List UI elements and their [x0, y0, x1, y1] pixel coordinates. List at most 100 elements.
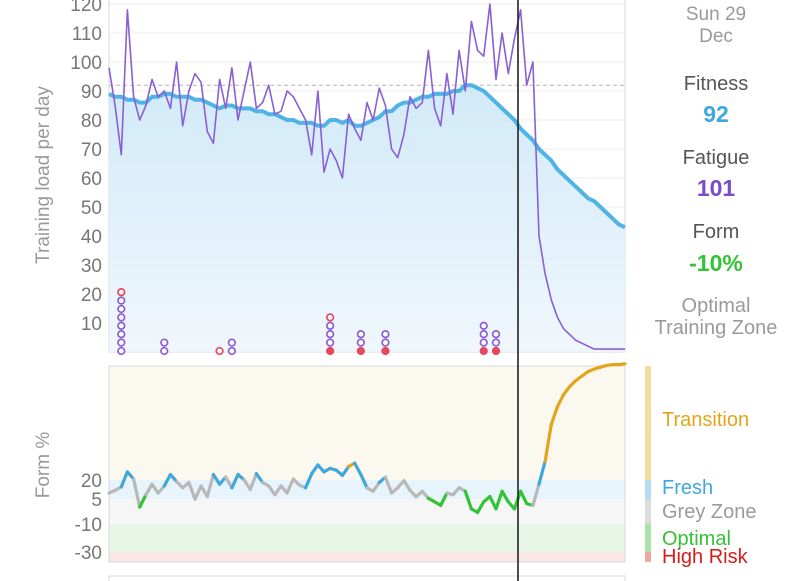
- workout-marker-7-2: [479, 330, 488, 339]
- workout-marker-7-0: [479, 346, 488, 356]
- form-segment-60: [476, 500, 486, 515]
- form-segment-6: [144, 482, 154, 497]
- form-segment-67: [518, 489, 529, 506]
- workout-marker-8-0: [491, 346, 501, 356]
- form-segment-38: [340, 465, 351, 477]
- workout-marker-4-4: [325, 313, 335, 322]
- workout-marker-4-2: [325, 330, 335, 339]
- form-segment-58: [463, 489, 473, 511]
- workout-marker-1-1: [160, 338, 169, 347]
- form-value: -10%: [689, 250, 743, 276]
- workout-marker-0-0: [117, 346, 126, 356]
- workout-marker-0-5: [117, 304, 126, 314]
- form-segment-40: [353, 461, 363, 477]
- top-tick-label-5: 60: [81, 169, 102, 190]
- bottom-tick-label-3: -30: [75, 543, 102, 564]
- workout-marker-5-2: [356, 330, 366, 339]
- training-zone-label: Optimal Training Zone: [640, 295, 792, 339]
- workout-marker-0-1: [117, 338, 126, 347]
- workout-marker-5-1: [356, 338, 366, 347]
- workout-marker-0-4: [117, 313, 126, 322]
- form-segment-54: [439, 491, 449, 507]
- form-segment-63: [494, 489, 504, 511]
- workout-marker-5-0: [356, 346, 366, 356]
- top-tick-label-2: 30: [81, 256, 102, 277]
- workout-marker-0-6: [117, 296, 126, 305]
- top-tick-label-8: 90: [81, 82, 102, 103]
- form-segment-33: [310, 463, 320, 476]
- workout-marker-1-0: [160, 346, 169, 356]
- form-segment-83: [617, 362, 627, 367]
- form-segment-32: [304, 472, 314, 490]
- form-segment-16: [205, 473, 215, 499]
- top-tick-label-10: 110: [72, 24, 102, 45]
- form-segment-26: [267, 484, 277, 497]
- workout-marker-8-2: [491, 330, 501, 339]
- workout-marker-0-2: [117, 330, 126, 339]
- zone-bar-transition: [645, 366, 651, 480]
- zone-high-risk-label: High Risk: [662, 546, 748, 568]
- date-label: Sun 29 Dec: [640, 4, 792, 48]
- form-segment-24: [254, 472, 265, 485]
- workout-marker-2-0: [215, 346, 224, 356]
- fatigue-label: Fatigue: [682, 147, 750, 169]
- top-tick-label-3: 40: [81, 227, 102, 248]
- zone-optimal-label: Optimal: [662, 528, 731, 550]
- workout-marker-6-1: [381, 338, 390, 347]
- form-segment-73: [555, 392, 566, 409]
- form-segment-62: [488, 495, 498, 511]
- form-segment-13: [187, 480, 197, 501]
- fitness-value: 92: [703, 101, 729, 127]
- top-tick-label-11: 120: [70, 0, 102, 16]
- form-segment-27: [273, 484, 283, 497]
- form-segment-4: [132, 477, 142, 509]
- form-segment-69: [531, 482, 541, 507]
- zone-transition-band: [109, 366, 625, 480]
- form-segment-45: [383, 475, 394, 495]
- workout-marker-4-3: [325, 321, 335, 330]
- date-day: Sun 29: [685, 4, 747, 25]
- date-month: Dec: [699, 26, 733, 47]
- workout-marker-6-0: [381, 346, 390, 356]
- form-segment-20: [230, 473, 240, 490]
- form-segment-23: [248, 472, 258, 492]
- zone-grey-band: [109, 499, 625, 524]
- form-segment-29: [285, 477, 295, 495]
- bottom-panel-frame: [108, 365, 626, 563]
- zone-bar-grey: [645, 499, 651, 524]
- top-tick-label-9: 100: [70, 53, 102, 74]
- bottom-tick-label-0: 20: [81, 471, 102, 492]
- workout-marker-4-0: [325, 346, 335, 356]
- workout-marker-4-1: [325, 338, 335, 347]
- bottom-tick-label-2: -10: [75, 515, 102, 536]
- fatigue-line: [108, 3, 625, 350]
- form-segment-74: [561, 385, 572, 397]
- form-segment-71: [543, 422, 553, 463]
- workout-marker-7-1: [479, 338, 488, 347]
- fitness-area: [109, 85, 625, 352]
- form-segment-43: [371, 480, 381, 493]
- bottom-y-axis-title: Form %: [33, 432, 54, 499]
- workout-marker-8-1: [491, 338, 501, 347]
- bottom-tick-label-1: 5: [91, 490, 102, 511]
- form-segment-7: [150, 482, 160, 495]
- form-segment-19: [224, 475, 234, 490]
- zone-high-risk-band: [109, 552, 625, 562]
- zone-fresh-label: Fresh: [662, 477, 714, 499]
- zone-grey-label: Grey Zone: [662, 501, 757, 523]
- top-tick-label-7: 80: [81, 111, 102, 132]
- training-zone-line1: Optimal: [681, 295, 751, 317]
- form-label: Form: [692, 221, 740, 243]
- workout-marker-6-2: [381, 330, 390, 339]
- zone-bar-high-risk: [645, 552, 651, 562]
- form-segment-9: [162, 473, 172, 488]
- form-segment-17: [211, 473, 222, 486]
- form-segment-2: [119, 470, 130, 489]
- zone-optimal-band: [109, 524, 625, 552]
- top-tick-label-6: 70: [81, 140, 102, 161]
- zone-transition-label: Transition: [662, 409, 750, 431]
- form-segment-41: [359, 473, 369, 490]
- workout-marker-3-1: [227, 338, 237, 347]
- workout-marker-7-3: [479, 321, 488, 330]
